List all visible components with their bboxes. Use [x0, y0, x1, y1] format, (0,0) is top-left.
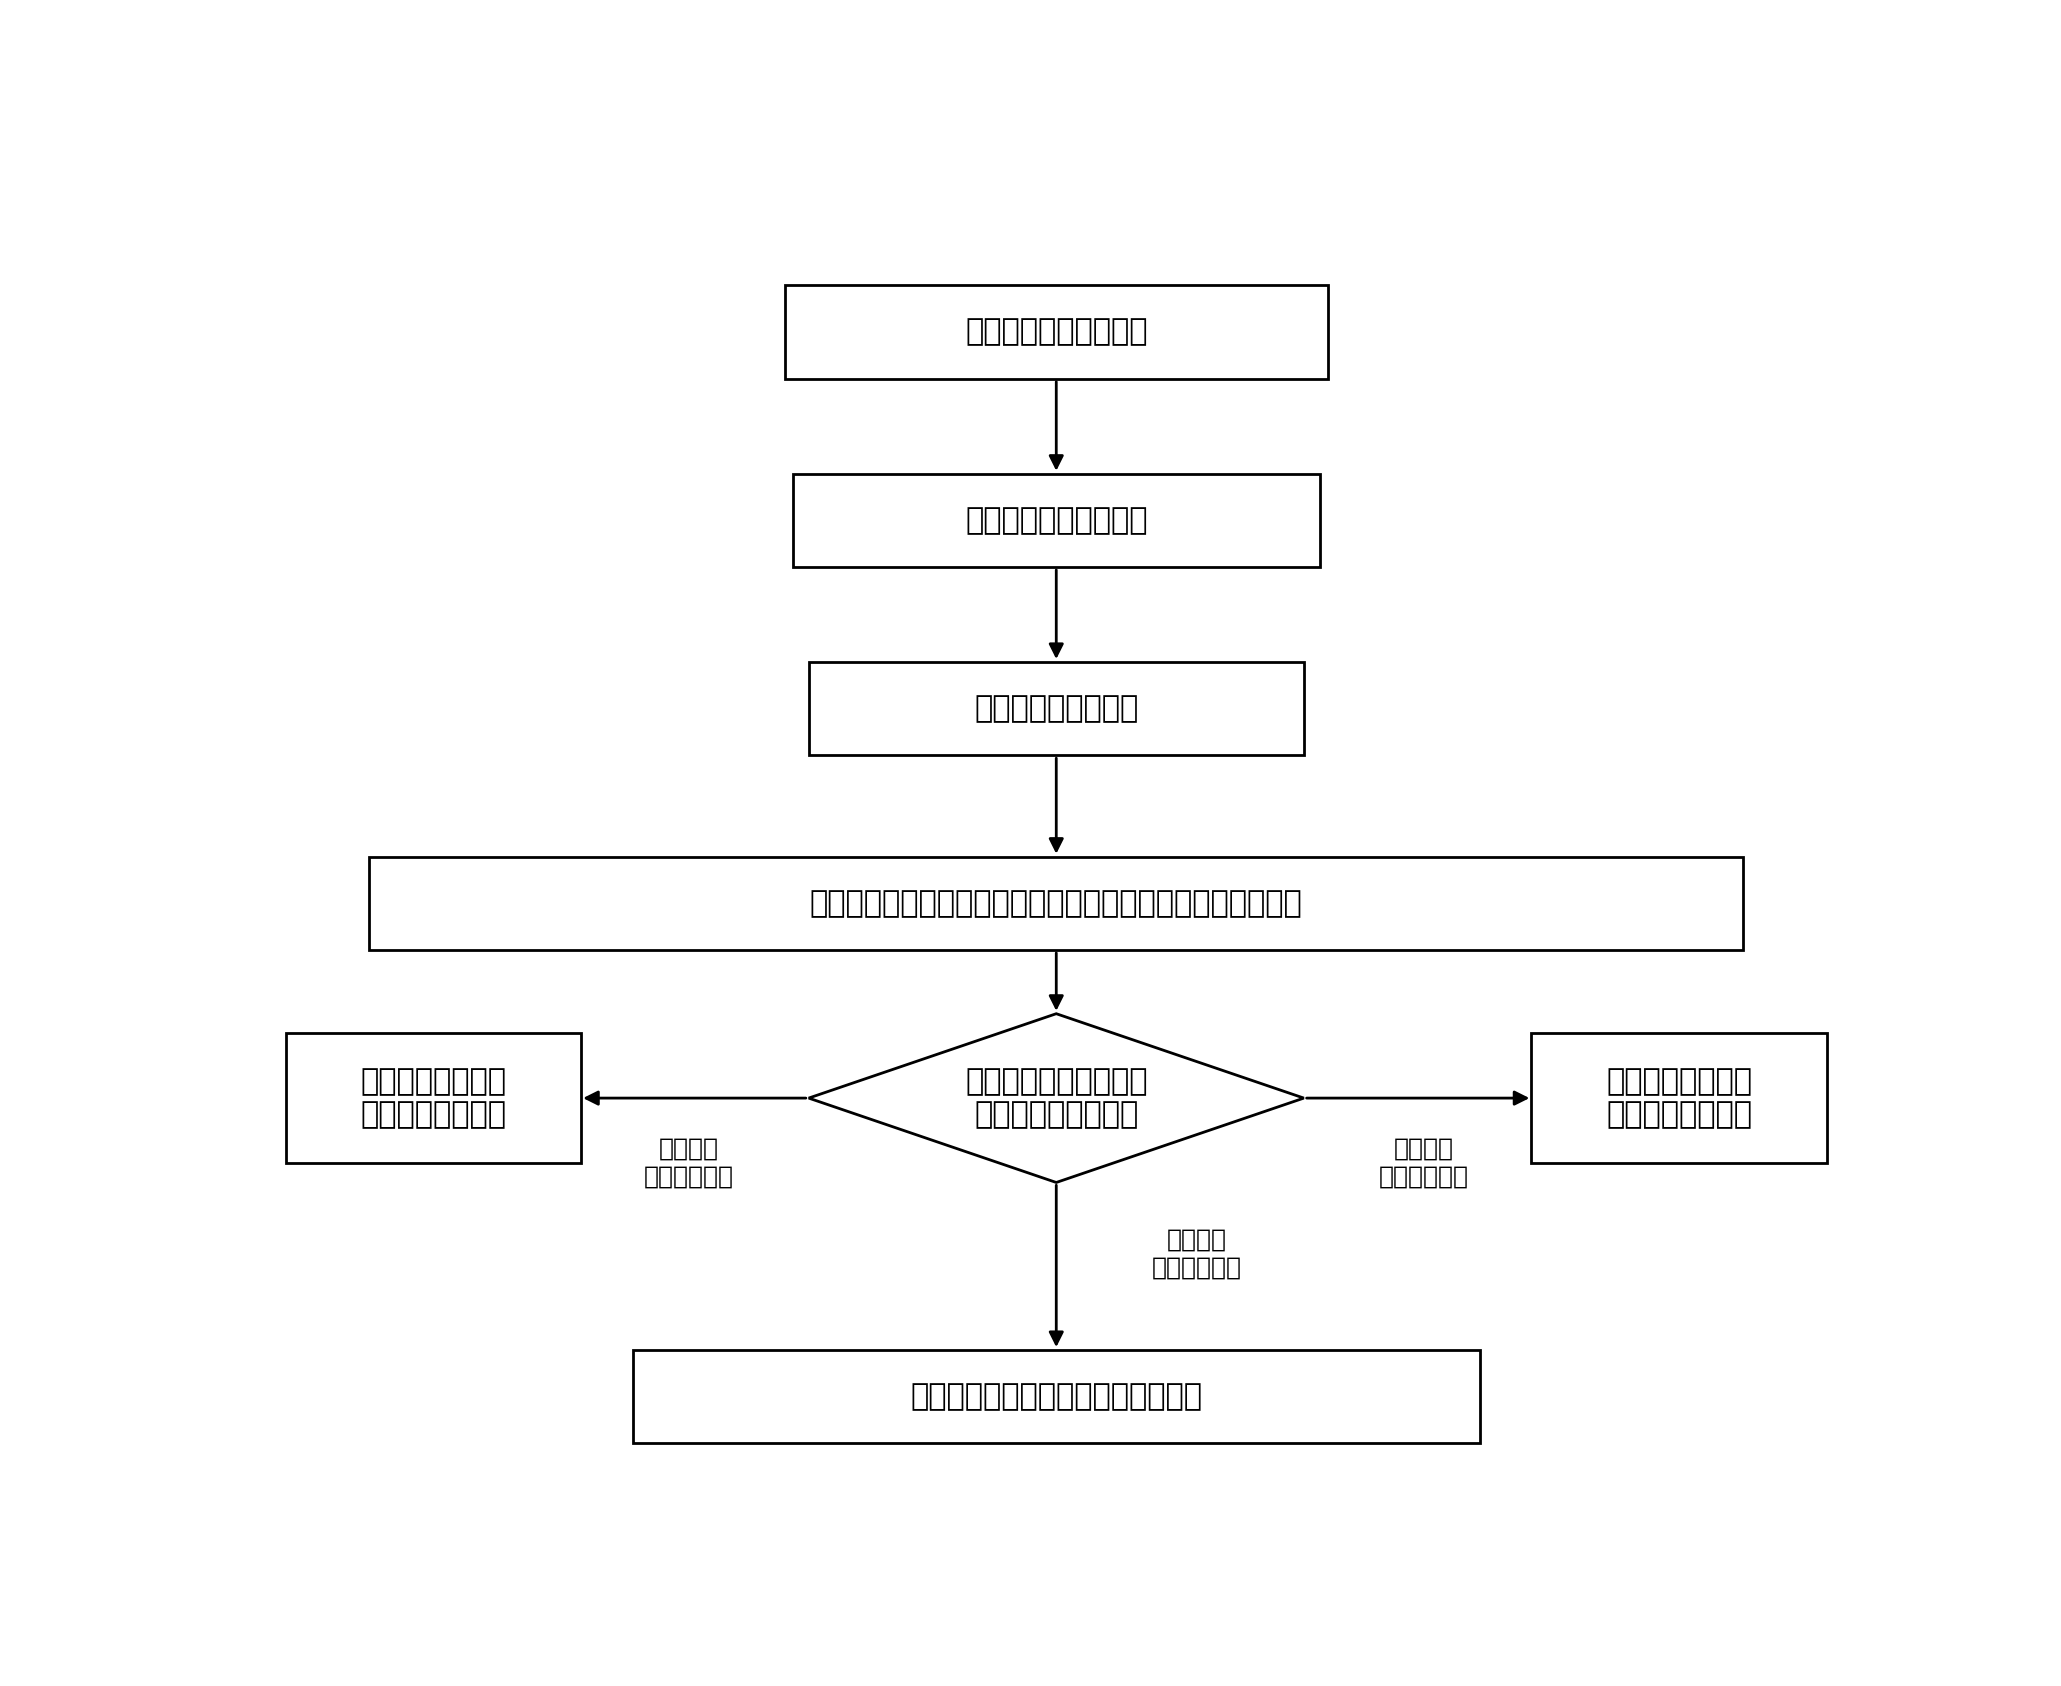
Bar: [785, 285, 1327, 379]
Text: 把该区段工作台脉冲以匀速方式发完: 把该区段工作台脉冲以匀速方式发完: [911, 1383, 1202, 1411]
Bar: [793, 474, 1319, 566]
Text: 实时获取当前主轴转速: 实时获取当前主轴转速: [965, 506, 1148, 534]
Bar: [633, 1350, 1480, 1443]
Text: 对主轴新跟随区域按序划分为加速区段、匀速区段、减速区段: 对主轴新跟随区域按序划分为加速区段、匀速区段、减速区段: [810, 889, 1303, 917]
Text: 主轴角度
位于加速区段: 主轴角度 位于加速区段: [643, 1136, 734, 1189]
Text: 主轴角度
位于匀速区段: 主轴角度 位于匀速区段: [1152, 1227, 1243, 1280]
Bar: [808, 663, 1305, 755]
Bar: [1531, 1034, 1826, 1163]
Bar: [369, 856, 1744, 951]
Bar: [286, 1034, 581, 1163]
Text: 根据主轴角度所在区段
输出相应工作台脉冲: 根据主轴角度所在区段 输出相应工作台脉冲: [965, 1067, 1148, 1130]
Polygon shape: [808, 1013, 1305, 1182]
Text: 获取主轴安全跟随区域: 获取主轴安全跟随区域: [965, 317, 1148, 347]
Text: 计算主轴新跟随区域: 计算主轴新跟随区域: [975, 695, 1138, 723]
Text: 主轴角度
位于减速区段: 主轴角度 位于减速区段: [1379, 1136, 1469, 1189]
Text: 把该区段工作台脉
冲以加速方式发完: 把该区段工作台脉 冲以加速方式发完: [361, 1067, 507, 1130]
Text: 把该区段工作台脉
冲以减速方式发完: 把该区段工作台脉 冲以减速方式发完: [1606, 1067, 1752, 1130]
